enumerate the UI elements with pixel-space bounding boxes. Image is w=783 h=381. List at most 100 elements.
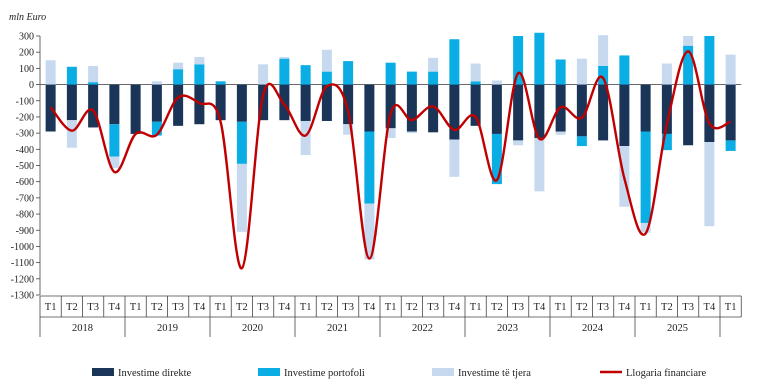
bar-investime-portofoli xyxy=(449,39,460,85)
bar-investime-portofoli xyxy=(619,55,630,85)
bar-investime-t-tjera xyxy=(555,131,566,135)
quarter-label: T1 xyxy=(300,302,312,313)
legend-label: Investime të tjera xyxy=(458,368,531,379)
quarter-label: T2 xyxy=(576,302,588,313)
bar-investime-portofoli xyxy=(683,45,694,85)
bar-investime-t-tjera xyxy=(640,222,651,233)
bar-investime-portofoli xyxy=(343,61,354,85)
quarter-label: T2 xyxy=(151,302,163,313)
bar-investime-t-tjera xyxy=(45,60,56,85)
year-label: 2020 xyxy=(242,323,263,334)
bar-investime-direkte xyxy=(661,84,672,134)
bar-investime-portofoli xyxy=(321,71,332,85)
bar-investime-portofoli xyxy=(300,65,311,85)
bar-investime-t-tjera xyxy=(470,63,481,82)
bars xyxy=(45,32,736,260)
quarter-label: T4 xyxy=(109,302,121,313)
bar-investime-portofoli xyxy=(661,133,672,151)
quarter-label: T4 xyxy=(449,302,461,313)
quarter-label: T3 xyxy=(512,302,524,313)
bar-investime-t-tjera xyxy=(598,35,609,66)
bar-investime-direkte xyxy=(279,84,290,121)
bar-investime-t-tjera xyxy=(406,131,417,134)
quarter-label: T2 xyxy=(66,302,78,313)
bar-investime-direkte xyxy=(130,84,141,134)
quarter-label: T3 xyxy=(682,302,694,313)
bar-investime-direkte xyxy=(364,84,375,132)
bar-investime-direkte xyxy=(683,84,694,146)
bar-investime-direkte xyxy=(428,84,439,133)
quarter-label: T1 xyxy=(555,302,567,313)
year-label: 2024 xyxy=(582,323,604,334)
bar-investime-t-tjera xyxy=(88,65,99,83)
financial-account-line xyxy=(49,50,732,270)
bar-investime-direkte xyxy=(385,84,396,129)
bar-investime-direkte xyxy=(66,84,77,121)
legend-label: Investime direkte xyxy=(118,368,192,379)
y-tick-label: -700 xyxy=(16,193,34,204)
quarter-label: T1 xyxy=(725,302,737,313)
quarter-label: T4 xyxy=(364,302,376,313)
quarter-label: T4 xyxy=(534,302,546,313)
quarter-label: T2 xyxy=(406,302,418,313)
bar-investime-portofoli xyxy=(364,131,375,204)
y-tick-label: -500 xyxy=(16,161,34,172)
quarter-label: T3 xyxy=(597,302,609,313)
quarter-label: T4 xyxy=(704,302,716,313)
quarter-label: T1 xyxy=(130,302,142,313)
bar-investime-portofoli xyxy=(470,81,481,85)
bar-investime-portofoli xyxy=(279,58,290,85)
bar-investime-t-tjera xyxy=(513,140,524,146)
bar-investime-direkte xyxy=(343,84,354,125)
quarter-label: T3 xyxy=(342,302,354,313)
quarter-label: T2 xyxy=(236,302,248,313)
y-tick-label: 100 xyxy=(19,64,34,75)
year-label: 2022 xyxy=(412,323,433,334)
quarter-label: T2 xyxy=(321,302,333,313)
bar-investime-direkte xyxy=(151,84,162,122)
bar-investime-direkte xyxy=(109,84,120,125)
bar-investime-portofoli xyxy=(236,121,247,164)
quarter-label: T3 xyxy=(172,302,184,313)
legend-label: Llogaria financiare xyxy=(626,368,706,379)
bar-investime-t-tjera xyxy=(385,128,396,138)
quarter-label: T4 xyxy=(619,302,631,313)
financial-account-line-group xyxy=(49,50,732,270)
bar-investime-direkte xyxy=(576,84,587,137)
y-tick-label: -1000 xyxy=(11,242,34,253)
year-label: 2023 xyxy=(497,323,518,334)
bar-investime-direkte xyxy=(470,84,481,126)
y-tick-label: 200 xyxy=(19,48,34,59)
bar-investime-t-tjera xyxy=(683,36,694,46)
bar-investime-t-tjera xyxy=(109,156,120,168)
bar-investime-t-tjera xyxy=(151,81,162,85)
bar-investime-direkte xyxy=(598,84,609,141)
legend: Investime direkte Investime portofoli Inve… xyxy=(92,368,706,379)
bar-investime-direkte xyxy=(258,84,269,121)
bar-investime-portofoli xyxy=(151,121,162,136)
bar-investime-t-tjera xyxy=(194,57,205,65)
legend-swatch xyxy=(92,368,114,376)
bar-investime-direkte xyxy=(619,84,630,147)
quarter-label: T4 xyxy=(194,302,206,313)
y-axis-label: mln Euro xyxy=(9,12,46,23)
quarter-label: T3 xyxy=(427,302,439,313)
bar-investime-direkte xyxy=(534,84,545,138)
bar-investime-t-tjera xyxy=(279,57,290,59)
bar-investime-portofoli xyxy=(88,82,99,85)
bar-investime-t-tjera xyxy=(428,57,439,72)
y-tick-label: 0 xyxy=(29,80,34,91)
year-label: 2019 xyxy=(157,323,178,334)
y-tick-label: -1100 xyxy=(11,258,34,269)
bar-investime-direkte xyxy=(704,84,715,143)
bar-investime-portofoli xyxy=(194,64,205,85)
year-label: 2018 xyxy=(72,323,93,334)
bar-investime-t-tjera xyxy=(300,120,311,155)
legend-swatch xyxy=(432,368,454,376)
bar-investime-t-tjera xyxy=(321,49,332,72)
bar-investime-t-tjera xyxy=(725,54,736,85)
bar-investime-direkte xyxy=(88,84,99,128)
year-label: 2021 xyxy=(327,323,348,334)
bar-investime-direkte xyxy=(173,84,184,126)
bar-investime-portofoli xyxy=(576,136,587,147)
